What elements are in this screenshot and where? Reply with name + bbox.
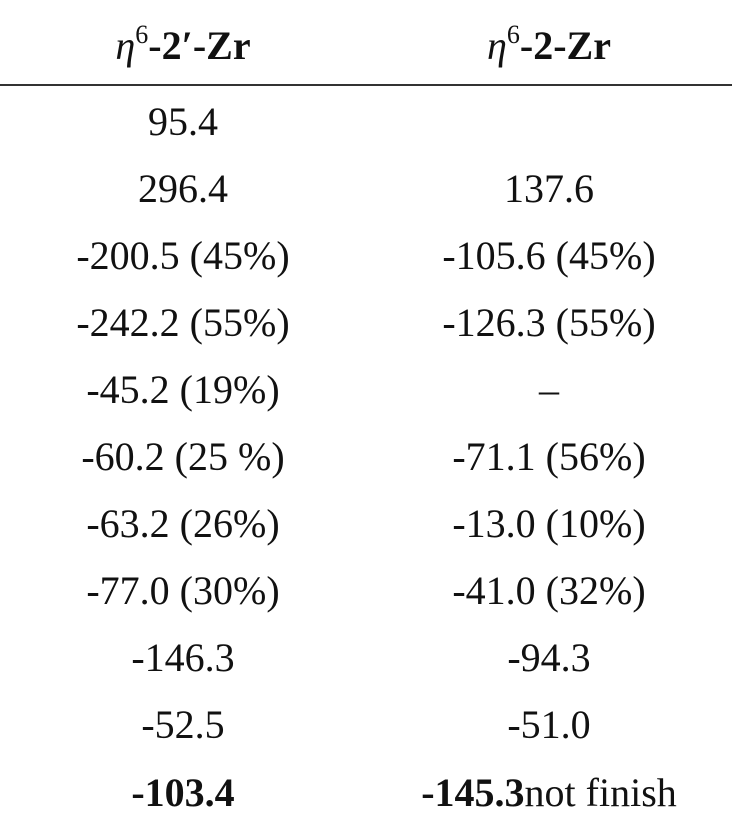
header-symbol: η xyxy=(487,23,507,68)
table-cell: 95.4 xyxy=(148,99,218,144)
header-cell: η6-2-Zr xyxy=(366,22,732,68)
table-cell: -60.2 (25 %) xyxy=(81,434,285,479)
total-cell: -145.3not finish xyxy=(366,773,732,813)
table-cell: -52.5 xyxy=(141,702,225,747)
header-cell: η6-2′-Zr xyxy=(0,22,366,68)
table-cell: -105.6 (45%) xyxy=(442,233,656,278)
total-value: -103.4 xyxy=(131,770,235,815)
table-cell: -45.2 (19%) xyxy=(86,367,280,412)
header-superscript: 6 xyxy=(135,20,149,49)
header-symbol: η xyxy=(115,23,136,68)
table-cell: -94.3 xyxy=(507,635,591,680)
table-cell: -41.0 (32%) xyxy=(452,568,646,613)
header-label: -2′-Zr xyxy=(148,23,251,68)
table-cell: – xyxy=(539,367,559,412)
total-note: not finish xyxy=(524,770,677,815)
table-cell: -13.0 (10%) xyxy=(452,501,646,546)
table-cell: -242.2 (55%) xyxy=(76,300,290,345)
table-cell: -77.0 (30%) xyxy=(86,568,280,613)
total-value: -145.3 xyxy=(421,770,525,815)
table-cell: -146.3 xyxy=(131,635,235,680)
table-cell: -51.0 xyxy=(507,702,591,747)
header-rule xyxy=(0,84,732,86)
table-cell: -63.2 (26%) xyxy=(86,501,280,546)
total-cell: -103.4 xyxy=(0,773,366,813)
header-superscript: 6 xyxy=(506,20,520,49)
table-cell: -71.1 (56%) xyxy=(452,434,646,479)
table-cell: 296.4 xyxy=(138,166,228,211)
table-cell: -200.5 (45%) xyxy=(76,233,290,278)
table-cell: 137.6 xyxy=(504,166,594,211)
table-cell: -126.3 (55%) xyxy=(442,300,656,345)
header-label: -2-Zr xyxy=(519,23,611,68)
